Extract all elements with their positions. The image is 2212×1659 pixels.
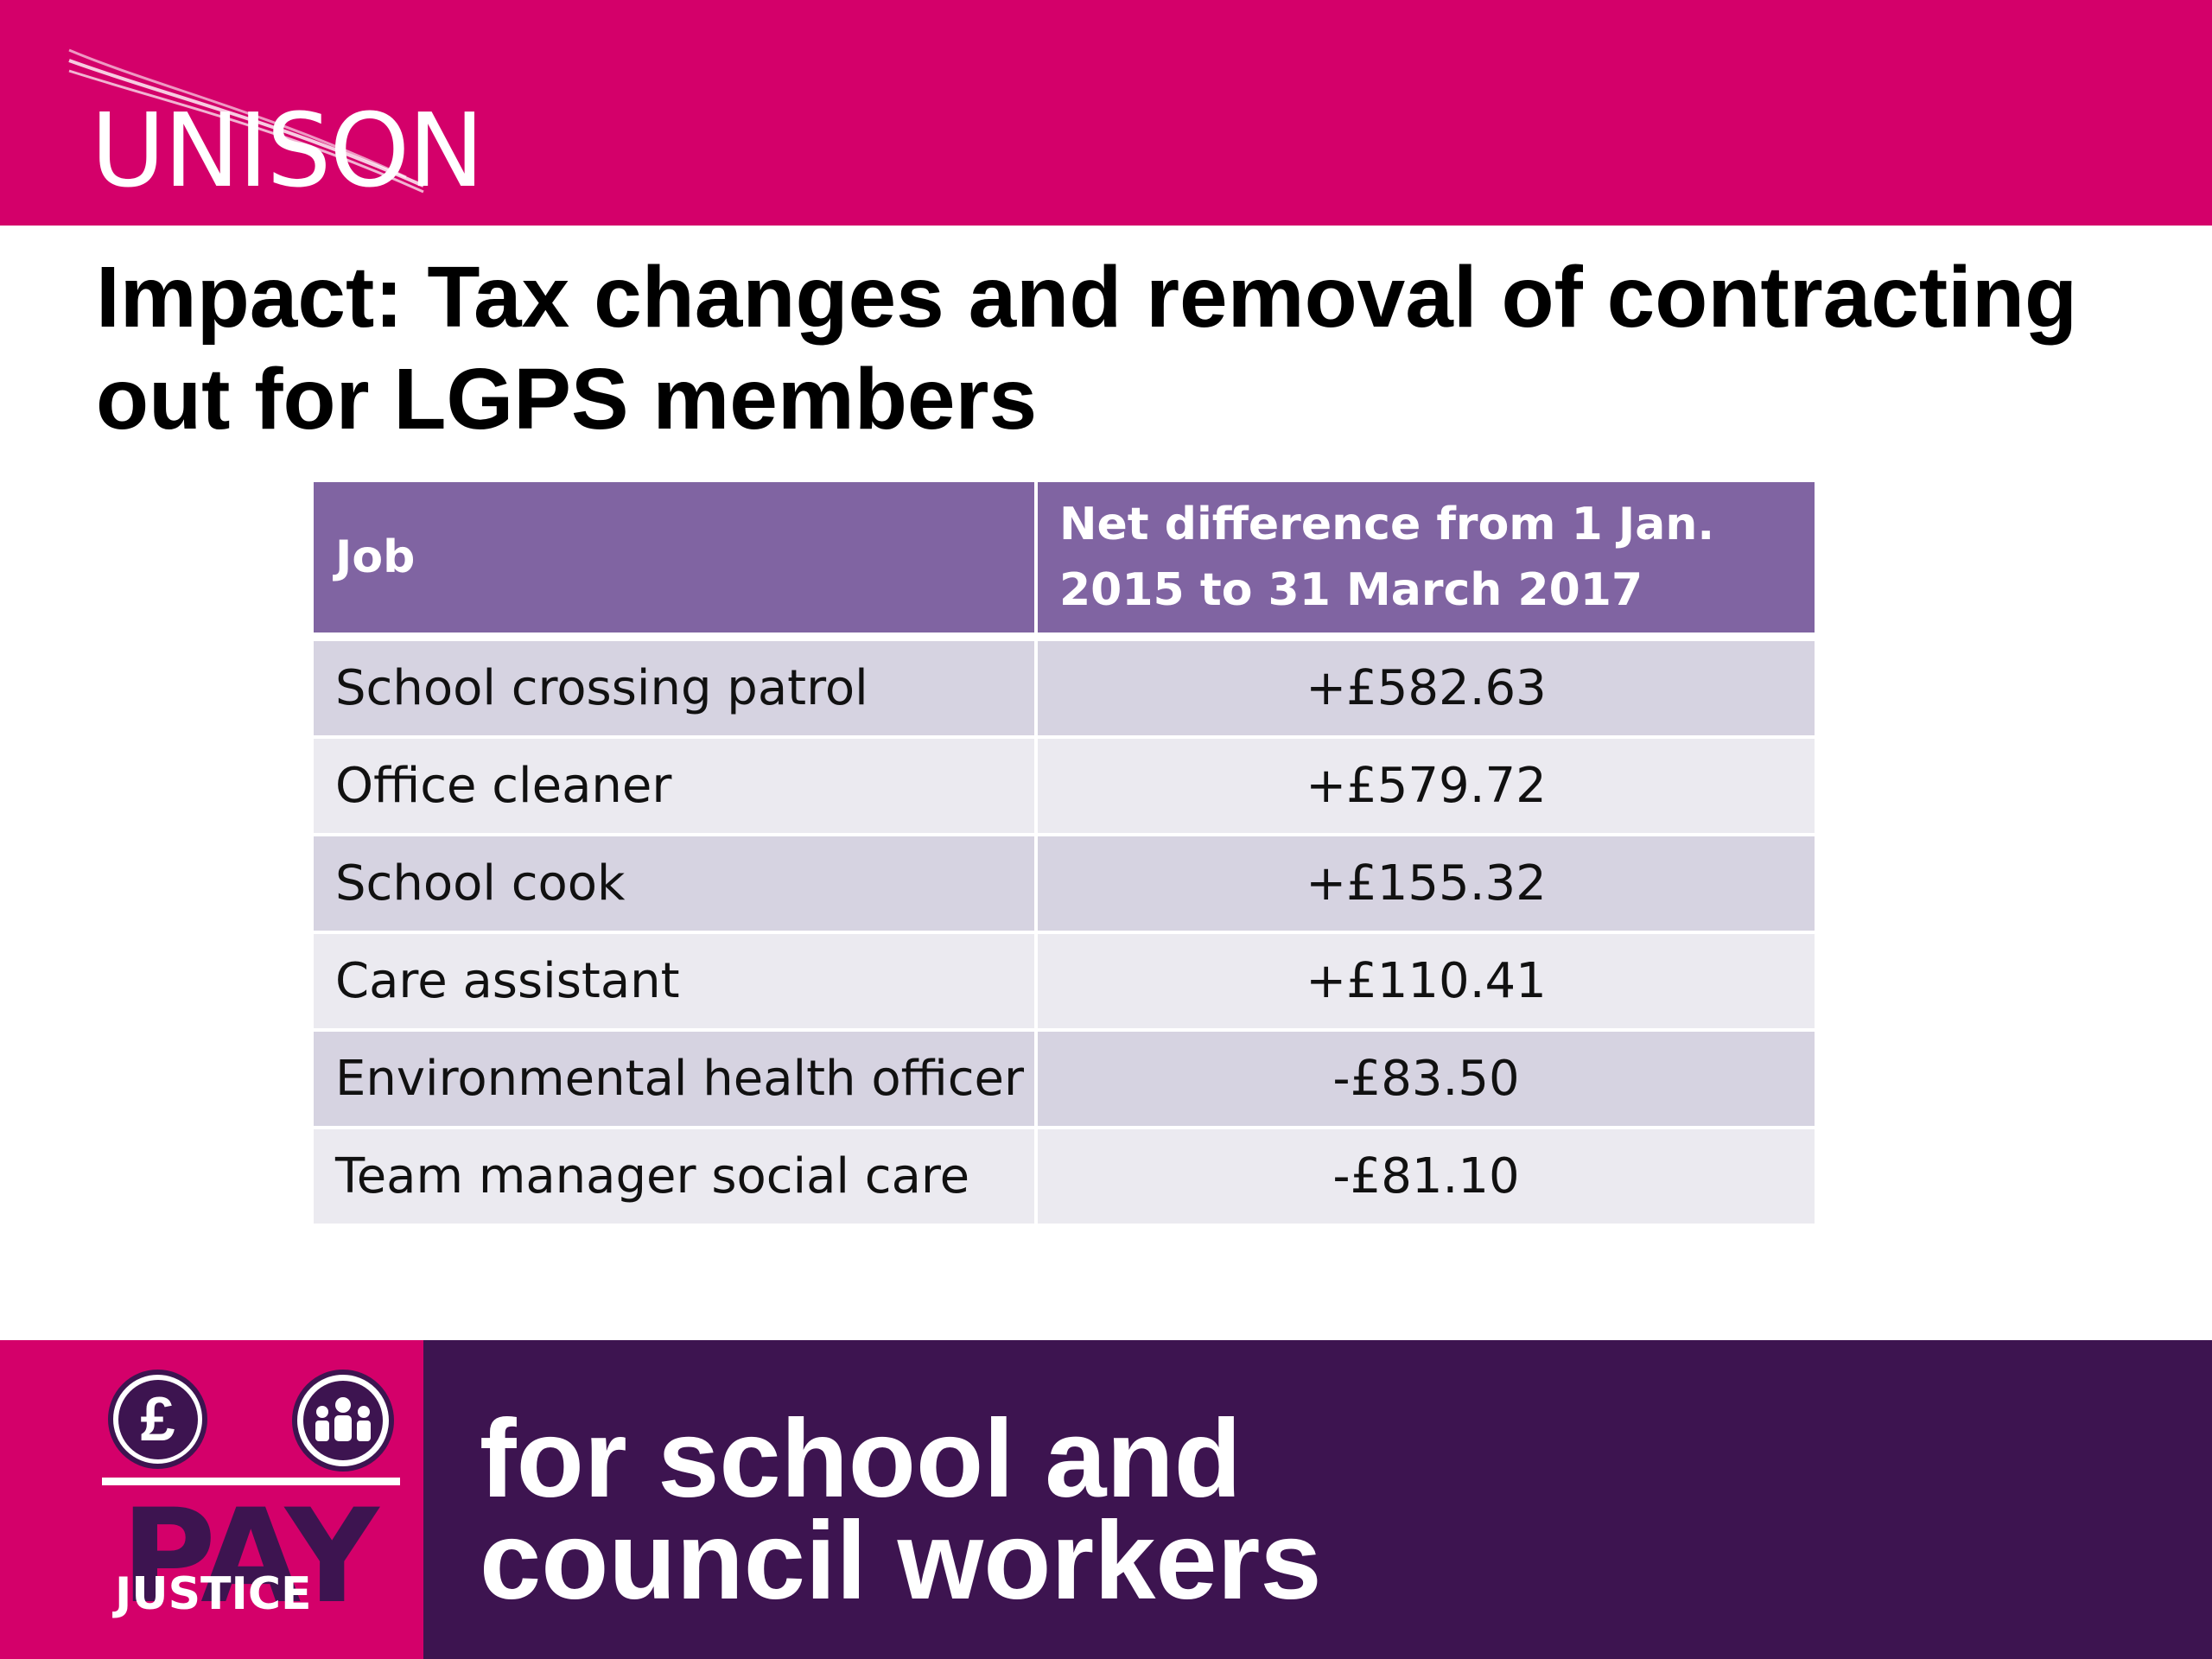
table: Job Net difference from 1 Jan. 2015 to 31… bbox=[314, 482, 1815, 1224]
table-row: Care assistant +£110.41 bbox=[314, 931, 1815, 1028]
table-cell: +£579.72 bbox=[1038, 739, 1815, 833]
table-row: School crossing patrol +£582.63 bbox=[314, 638, 1815, 735]
tagline-line: for school and bbox=[480, 1397, 1242, 1521]
justice-logo: JUSTICE bbox=[115, 1568, 312, 1620]
pay-logo: PAY bbox=[121, 1482, 379, 1632]
pound-icon: £ bbox=[108, 1370, 207, 1469]
table-row: Environmental health officer -£83.50 bbox=[314, 1028, 1815, 1126]
table-cell: Care assistant bbox=[314, 934, 1038, 1028]
table-cell: Team manager social care bbox=[314, 1129, 1038, 1224]
scale-bar bbox=[102, 1478, 400, 1485]
column-header: Net difference from 1 Jan. 2015 to 31 Ma… bbox=[1038, 482, 1815, 632]
footer-tagline: for school and council workers bbox=[480, 1397, 1322, 1623]
pound-symbol: £ bbox=[118, 1379, 198, 1459]
table-cell: +£582.63 bbox=[1038, 641, 1815, 735]
table-row: Team manager social care -£81.10 bbox=[314, 1126, 1815, 1224]
tagline-line: council workers bbox=[480, 1499, 1322, 1623]
column-header: Job bbox=[314, 482, 1038, 632]
footer-band bbox=[423, 1340, 2212, 1659]
table-row: School cook +£155.32 bbox=[314, 833, 1815, 931]
people-icon bbox=[292, 1370, 394, 1471]
table-cell: School crossing patrol bbox=[314, 641, 1038, 735]
table-cell: +£110.41 bbox=[1038, 934, 1815, 1028]
table-cell: School cook bbox=[314, 836, 1038, 931]
table-cell: -£81.10 bbox=[1038, 1129, 1815, 1224]
table-cell: +£155.32 bbox=[1038, 836, 1815, 931]
table-cell: Environmental health officer bbox=[314, 1032, 1038, 1126]
header-row: Job Net difference from 1 Jan. 2015 to 31… bbox=[314, 482, 1815, 638]
table-row: Office cleaner +£579.72 bbox=[314, 735, 1815, 833]
header-band bbox=[0, 0, 2212, 226]
slide-title: Impact: Tax changes and removal of contr… bbox=[96, 249, 2078, 448]
table-cell: -£83.50 bbox=[1038, 1032, 1815, 1126]
logo-swoosh bbox=[68, 48, 424, 194]
table-cell: Office cleaner bbox=[314, 739, 1038, 833]
